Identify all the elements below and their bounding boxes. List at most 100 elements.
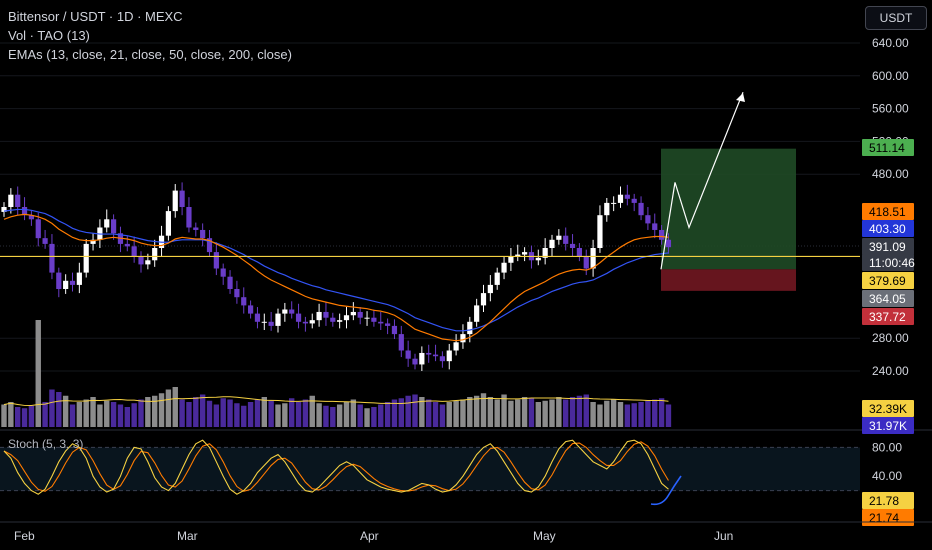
volume-legend[interactable]: Vol · TAO (13) [8,28,90,43]
ema-21-line [3,208,669,332]
candle-body [172,190,178,212]
symbol-title[interactable]: Bittensor / USDT · 1D · MEXC [8,9,183,24]
volume-bar [460,399,466,427]
volume-bar [186,402,192,427]
volume-bar [439,404,446,427]
volume-bar [138,399,144,427]
candle-body [378,321,384,324]
volume-bar [473,395,480,427]
volume-bar [49,389,55,427]
candle-body [200,229,206,239]
candle-body [28,215,34,220]
volume-bar [535,402,541,427]
time-tick: Mar [177,529,198,543]
volume-bar [330,407,336,427]
volume-bar [528,398,535,427]
volume-bar [42,402,48,427]
drawings[interactable] [0,91,860,270]
candle-body [645,215,651,224]
volume-bar [28,405,35,427]
volume-bar [172,387,178,427]
volume-bar [371,407,377,427]
stoch-d-line [3,441,669,492]
volume-bar [384,402,391,427]
last-price-tag [862,238,914,255]
candle-body [8,194,14,207]
candle-body [638,202,644,216]
candle-body [63,280,69,289]
candle-body [350,311,356,316]
stop-price-text: 337.72 [869,310,906,324]
candle-body [665,239,672,248]
entry-price-tag [862,290,914,307]
volume-bar [97,404,103,427]
volume-bar [426,399,432,427]
volume-bar [645,400,651,427]
candle-body [56,272,62,289]
candle-body [15,194,21,207]
candle-body [597,215,603,248]
volume-ma-value-tag [862,400,914,417]
candle-body [337,320,343,322]
ema-legend[interactable]: EMAs (13, close, 21, close, 50, close, 2… [8,47,292,62]
candle-body [145,260,151,265]
candle-body [131,246,137,257]
candle-body [111,219,117,234]
entry-price-text: 364.05 [869,292,906,306]
candle-body [248,305,254,314]
candle-body [268,321,274,326]
volume-bar [378,404,384,427]
volume-bar [206,400,213,427]
candle-body [515,254,521,257]
price-tick: 640.00 [872,36,909,50]
projection-arrow [736,93,745,102]
candle-body [467,321,473,335]
candle-body [275,313,281,326]
position-zones[interactable] [661,148,796,291]
volume-bar [124,407,130,427]
price-tick: 560.00 [872,102,909,116]
volume-bar [117,404,124,427]
candle-body [302,321,308,324]
volume-bar [405,395,411,427]
volume-bar [508,400,514,427]
candle-body [69,280,76,285]
candle-body [309,320,315,324]
volume-ma-line [3,396,669,407]
candle-body [295,313,302,322]
volume-bar [624,404,631,427]
candle-body [446,350,452,362]
volume-bar [309,395,315,427]
candle-body [419,352,425,365]
candle-body [343,315,350,321]
candle-body [474,305,480,322]
volume-bar [569,397,576,427]
candlesticks[interactable] [1,182,672,371]
candle-body [460,334,466,343]
stoch-legend[interactable]: Stoch (5, 3, 3) [8,437,84,451]
volume-bar [316,403,322,427]
stoch-projection [650,475,682,506]
target-price-text: 511.14 [869,141,905,155]
volume-bar [665,404,672,427]
candle-body [323,311,329,318]
candle-body [426,352,432,355]
price-tick: 280.00 [872,331,909,345]
candle-body [371,317,377,322]
candle-body [282,309,288,314]
volume-bar [227,399,233,427]
candle-body [569,243,576,248]
volume-bar [453,400,459,427]
volume-bar [597,404,603,427]
candle-body [364,317,370,319]
ema-lines [3,208,669,342]
time-tick: May [533,529,556,543]
volume-bar [152,395,158,427]
volume-bar [576,395,583,427]
volume-bar [521,397,528,427]
currency-button[interactable]: USDT [865,6,927,30]
stoch-d-value-text: 21.74 [869,511,899,525]
candle-body [1,207,7,212]
volume-bar [241,405,247,427]
